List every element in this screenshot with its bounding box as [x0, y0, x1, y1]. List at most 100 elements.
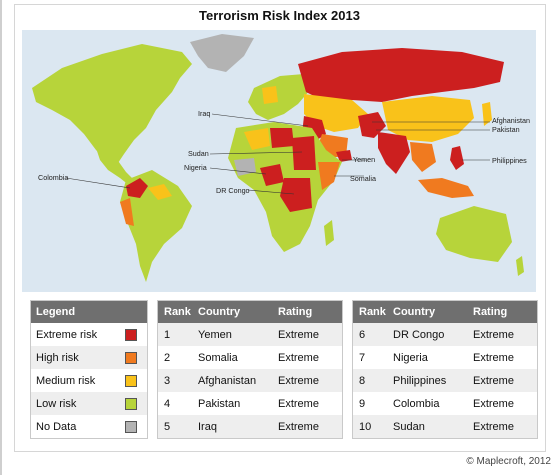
header-country: Country — [393, 306, 436, 318]
legend-item: Medium risk — [31, 369, 147, 392]
table-row: 7 Nigeria Extreme — [353, 346, 537, 369]
header-rank: Rank — [359, 306, 386, 318]
label-philippines: Philippines — [492, 156, 527, 165]
nigeria-region — [260, 164, 284, 186]
table-row: 10 Sudan Extreme — [353, 415, 537, 438]
label-sudan: Sudan — [188, 149, 209, 158]
table-row: 5 Iraq Extreme — [158, 415, 342, 438]
label-nigeria: Nigeria — [184, 163, 207, 172]
north-africa-medium — [244, 128, 270, 150]
venezuela-region — [148, 184, 172, 200]
map-title: Terrorism Risk Index 2013 — [199, 8, 360, 23]
drc-region — [280, 178, 312, 212]
sudan-region — [292, 136, 316, 170]
australia — [436, 206, 512, 262]
cell-rating: Extreme — [278, 328, 319, 341]
cell-country: Philippines — [393, 374, 447, 387]
ranking-table-2: Rank Country Rating 6 DR Congo Extreme 7… — [352, 300, 538, 439]
india — [378, 132, 410, 174]
legend-label: High risk — [36, 351, 79, 364]
leader-lines — [65, 113, 490, 195]
cell-country: DR Congo — [393, 328, 445, 341]
legend-title: Legend — [31, 301, 147, 323]
ranking-table-1: Rank Country Rating 1 Yemen Extreme 2 So… — [157, 300, 343, 439]
cell-rating: Extreme — [278, 374, 319, 387]
cell-rating: Extreme — [473, 397, 514, 410]
cell-rank: 3 — [164, 374, 171, 387]
libya-region — [270, 128, 294, 148]
somalia-region — [318, 162, 340, 190]
label-somalia: Somalia — [350, 174, 376, 183]
cell-rank: 5 — [164, 420, 171, 433]
label-colombia: Colombia — [38, 173, 68, 182]
cell-rating: Extreme — [278, 420, 319, 433]
legend-swatch-extreme — [125, 328, 137, 341]
cell-rating: Extreme — [278, 351, 319, 364]
label-afghanistan: Afghanistan — [492, 116, 530, 125]
cell-country: Somalia — [198, 351, 238, 364]
label-pakistan: Pakistan — [492, 125, 520, 134]
legend-swatch-medium — [125, 374, 137, 387]
legend-panel: Legend Extreme risk High risk Medium ris… — [30, 300, 148, 439]
table-row: 4 Pakistan Extreme — [158, 392, 342, 415]
madagascar — [324, 220, 334, 246]
colombia-region — [126, 178, 148, 198]
legend-label: No Data — [36, 420, 77, 433]
southeast-asia — [410, 142, 436, 172]
cell-rank: 9 — [359, 397, 366, 410]
cell-rank: 8 — [359, 374, 366, 387]
mexico — [96, 148, 134, 186]
cell-rating: Extreme — [473, 420, 514, 433]
cell-rank: 4 — [164, 397, 171, 410]
legend-label: Medium risk — [36, 374, 96, 387]
left-edge-rule — [0, 0, 2, 475]
greenland — [190, 34, 254, 72]
cell-rating: Extreme — [278, 397, 319, 410]
cell-country: Sudan — [393, 420, 425, 433]
cell-rank: 1 — [164, 328, 171, 341]
label-yemen: Yemen — [353, 155, 375, 164]
table-row: 3 Afghanistan Extreme — [158, 369, 342, 392]
copyright-credit: © Maplecroft, 2012 — [466, 456, 551, 467]
world-map-svg: Iraq Sudan Nigeria DR Congo Colombia Yem… — [22, 30, 536, 292]
north-america — [32, 44, 192, 166]
china — [382, 96, 474, 142]
indonesia — [418, 178, 474, 198]
cell-rank: 6 — [359, 328, 366, 341]
cell-rating: Extreme — [473, 351, 514, 364]
legend-label: Low risk — [36, 397, 77, 410]
japan — [482, 102, 492, 126]
cell-country: Nigeria — [393, 351, 428, 364]
legend-swatch-low — [125, 397, 137, 410]
cell-country: Pakistan — [198, 397, 241, 410]
header-country: Country — [198, 306, 241, 318]
cell-rating: Extreme — [473, 328, 514, 341]
philippines-region — [450, 146, 464, 170]
cell-country: Yemen — [198, 328, 232, 341]
cell-rank: 7 — [359, 351, 366, 364]
table-header: Rank Country Rating — [353, 301, 537, 323]
legend-label: Extreme risk — [36, 328, 98, 341]
afghanistan-pakistan-region — [358, 112, 386, 138]
header-rating: Rating — [473, 306, 508, 318]
legend-swatch-nodata — [125, 420, 137, 433]
table-row: 8 Philippines Extreme — [353, 369, 537, 392]
south-america — [120, 170, 192, 282]
cell-country: Colombia — [393, 397, 440, 410]
table-row: 6 DR Congo Extreme — [353, 323, 537, 346]
legend-item: Low risk — [31, 392, 147, 415]
cell-rating: Extreme — [473, 374, 514, 387]
legend-item: High risk — [31, 346, 147, 369]
legend-item: Extreme risk — [31, 323, 147, 346]
header-rating: Rating — [278, 306, 313, 318]
russia — [298, 48, 504, 102]
cell-rank: 10 — [359, 420, 372, 433]
peru-region — [120, 198, 134, 226]
label-iraq: Iraq — [198, 109, 210, 118]
table-row: 9 Colombia Extreme — [353, 392, 537, 415]
cell-country: Afghanistan — [198, 374, 257, 387]
cell-country: Iraq — [198, 420, 217, 433]
legend-swatch-high — [125, 351, 137, 364]
west-africa-nodata — [234, 158, 256, 176]
header-rank: Rank — [164, 306, 191, 318]
